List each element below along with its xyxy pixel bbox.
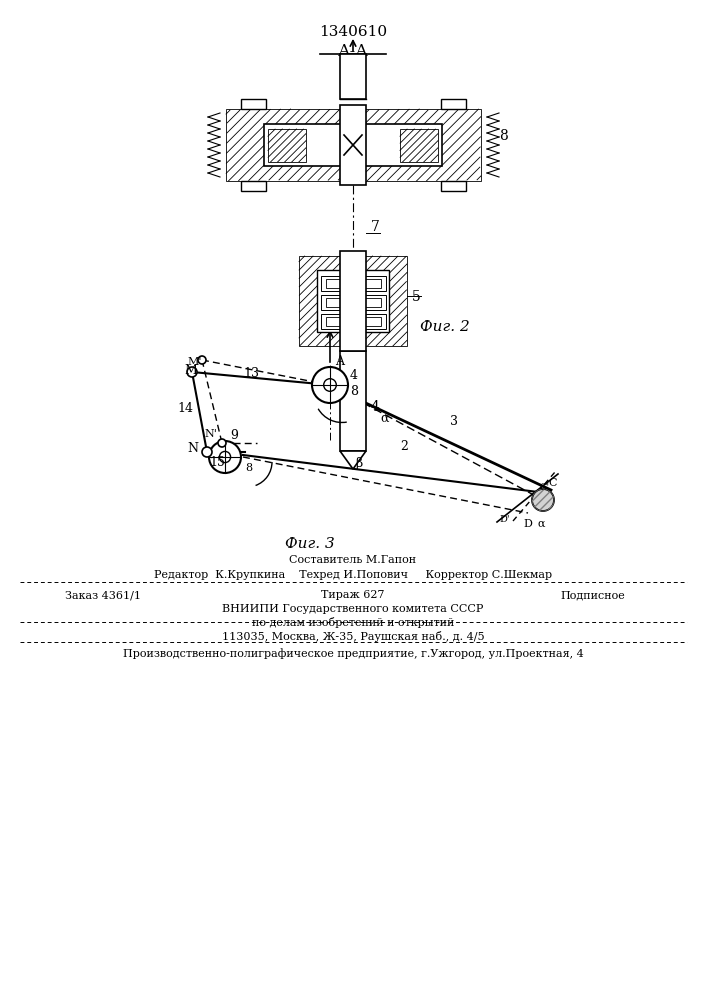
Bar: [362, 298, 381, 307]
Text: А-А: А-А: [337, 43, 368, 60]
Text: ВНИИПИ Государственного комитета СССР: ВНИИПИ Государственного комитета СССР: [222, 604, 484, 614]
Text: N': N': [204, 429, 217, 439]
Text: Заказ 4361/1: Заказ 4361/1: [65, 590, 141, 600]
Text: 7: 7: [371, 220, 380, 234]
Text: Фиг. 3: Фиг. 3: [285, 537, 335, 551]
Bar: [362, 317, 381, 326]
Text: по делам изобретений и открытий: по делам изобретений и открытий: [252, 617, 454, 628]
Text: 8: 8: [245, 463, 252, 473]
Circle shape: [324, 379, 337, 391]
Text: D': D': [499, 515, 510, 524]
Text: 1340610: 1340610: [319, 25, 387, 39]
Bar: [441, 181, 466, 191]
Text: 5: 5: [412, 290, 421, 304]
Bar: [340, 251, 366, 351]
Bar: [241, 99, 266, 109]
Text: 14: 14: [177, 402, 193, 415]
Bar: [357, 295, 386, 310]
Text: 113035, Москва, Ж-35, Раушская наб., д. 4/5: 113035, Москва, Ж-35, Раушская наб., д. …: [222, 631, 484, 642]
Bar: [362, 279, 381, 288]
Text: α: α: [380, 412, 389, 425]
Polygon shape: [340, 451, 366, 469]
Text: N: N: [187, 442, 198, 455]
Text: 3: 3: [450, 415, 458, 428]
Text: 8: 8: [350, 385, 358, 398]
Bar: [340, 351, 366, 451]
Bar: [326, 298, 345, 307]
Bar: [326, 279, 345, 288]
Text: Фиг. 2: Фиг. 2: [420, 320, 469, 334]
Text: Редактор  К.Крупкина    Техред И.Попович     Корректор С.Шекмар: Редактор К.Крупкина Техред И.Попович Кор…: [154, 570, 552, 580]
Text: Подписное: Подписное: [560, 590, 625, 600]
Text: α: α: [538, 519, 546, 529]
Bar: [299, 256, 407, 346]
Text: 4: 4: [371, 400, 380, 414]
Text: A: A: [335, 355, 344, 368]
Text: 2: 2: [400, 440, 408, 453]
Bar: [268, 129, 306, 162]
Bar: [226, 109, 481, 181]
Text: 8: 8: [499, 129, 508, 143]
Bar: [441, 99, 466, 109]
Circle shape: [218, 439, 226, 447]
Text: D: D: [523, 519, 532, 529]
Circle shape: [198, 356, 206, 364]
Circle shape: [532, 489, 554, 511]
Bar: [264, 124, 442, 166]
Bar: [400, 129, 438, 162]
Bar: [241, 181, 266, 191]
Text: 4: 4: [350, 369, 358, 382]
Text: C': C': [539, 483, 549, 492]
Text: Тираж 627: Тираж 627: [321, 590, 385, 600]
Text: M': M': [187, 357, 201, 367]
Text: 9: 9: [230, 429, 238, 442]
Text: β: β: [355, 457, 362, 470]
Text: Составитель М.Гапон: Составитель М.Гапон: [289, 555, 416, 565]
Bar: [340, 54, 366, 99]
Circle shape: [202, 447, 212, 457]
Circle shape: [209, 441, 241, 473]
Text: 13: 13: [243, 367, 259, 380]
Bar: [357, 314, 386, 329]
Text: Производственно-полиграфическое предприятие, г.Ужгород, ул.Проектная, 4: Производственно-полиграфическое предприя…: [122, 648, 583, 659]
Text: C: C: [548, 478, 556, 488]
Circle shape: [187, 367, 197, 377]
Bar: [321, 276, 350, 291]
Circle shape: [219, 451, 230, 463]
Circle shape: [312, 367, 348, 403]
Bar: [340, 105, 366, 185]
Bar: [357, 276, 386, 291]
Bar: [321, 314, 350, 329]
Text: M: M: [184, 364, 197, 377]
Bar: [326, 317, 345, 326]
Bar: [317, 270, 389, 332]
Bar: [321, 295, 350, 310]
Text: 15: 15: [209, 456, 225, 469]
